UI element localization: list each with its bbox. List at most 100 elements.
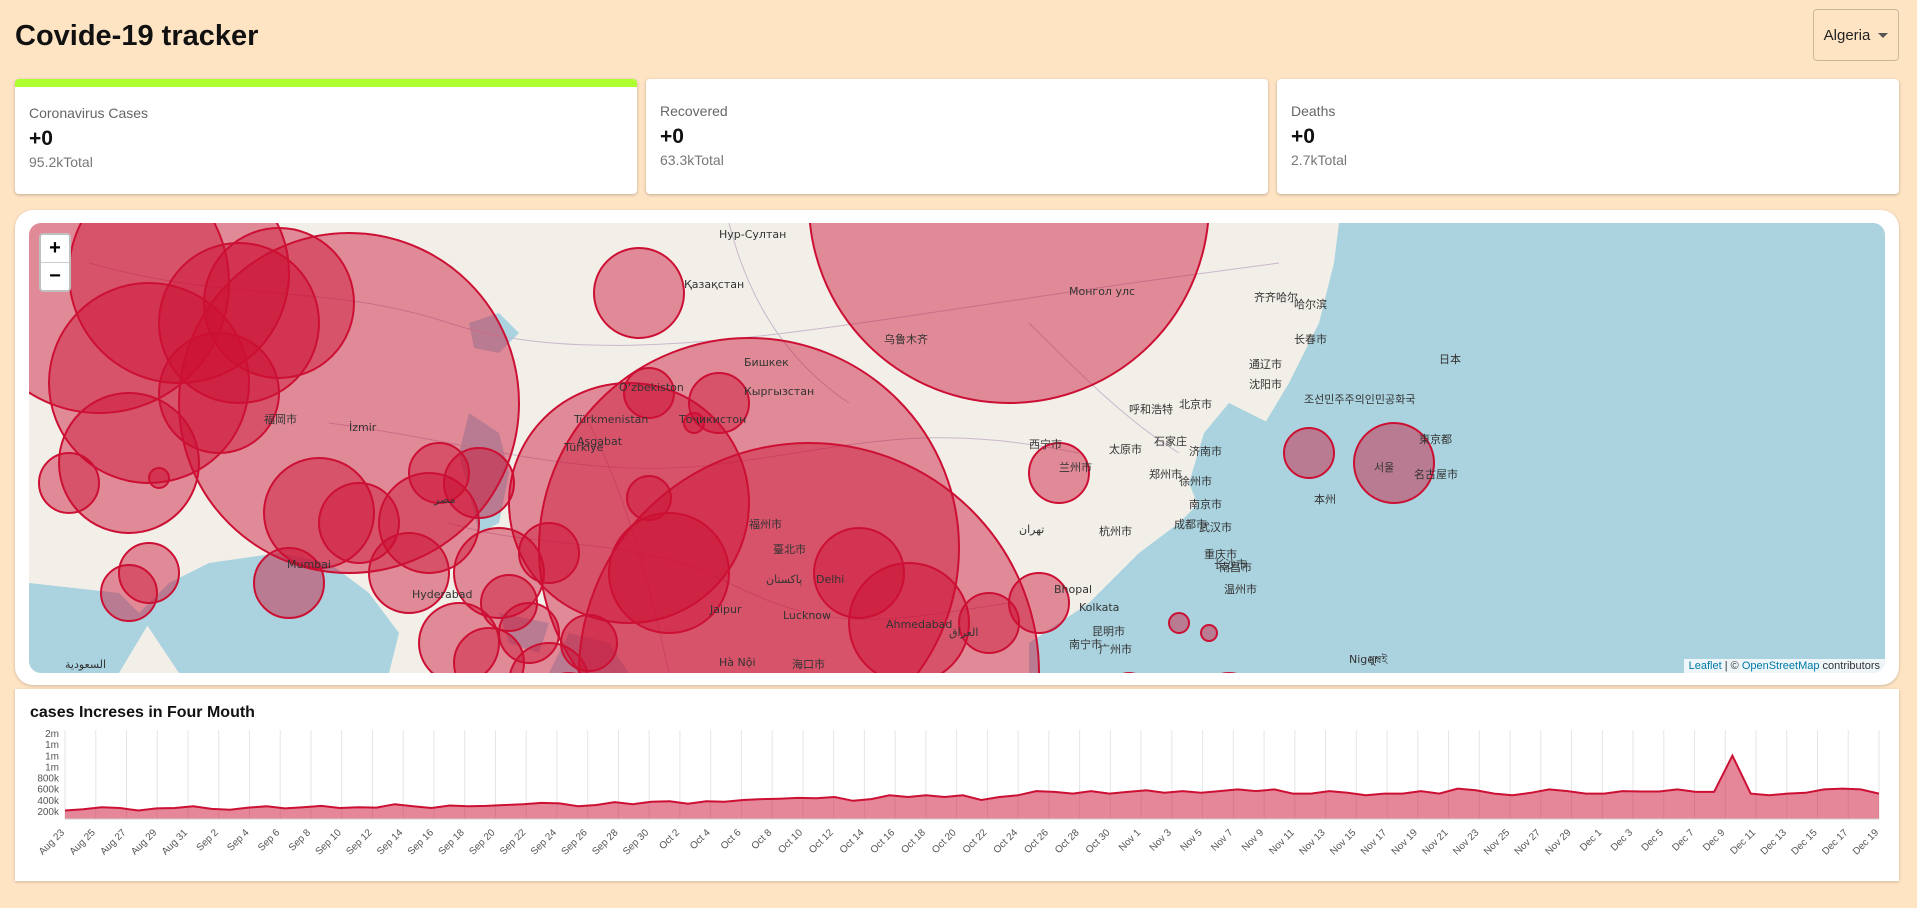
map-label: 郑州市 — [1149, 467, 1182, 481]
map-label: 武汉市 — [1199, 520, 1232, 534]
attribution-sep: | © — [1721, 660, 1742, 672]
water-region — [469, 313, 519, 353]
case-circle — [368, 532, 450, 614]
x-tick-label: Sep 30 — [621, 827, 651, 857]
case-circle — [48, 282, 250, 484]
case-circle — [1283, 427, 1335, 479]
case-circle — [253, 547, 325, 619]
map-label: العراق — [949, 626, 978, 639]
zoom-control: + − — [39, 233, 71, 292]
case-circle — [418, 602, 500, 673]
case-circle — [318, 482, 400, 564]
chevron-down-icon — [1878, 32, 1889, 38]
map-label: Кыргызстан — [744, 385, 814, 398]
water-region — [459, 413, 509, 533]
x-tick-label: Nov 27 — [1513, 827, 1543, 857]
water-region — [1029, 223, 1885, 673]
x-tick-label: Oct 8 — [750, 827, 775, 852]
x-tick-label: Sep 10 — [314, 827, 344, 857]
card-deaths[interactable]: Deaths +0 2.7kTotal — [1277, 79, 1899, 194]
country-select[interactable]: Algeria — [1813, 9, 1899, 61]
water-region — [499, 613, 549, 653]
map[interactable]: Нур-Султан Қазақстан Монгол улс Бишкек Oʻzbe… — [29, 223, 1885, 673]
map-label: 昆明市 — [1092, 624, 1125, 638]
case-circle — [688, 372, 750, 434]
x-tick-label: Sep 8 — [287, 827, 314, 854]
case-circle — [378, 472, 480, 574]
x-tick-label: Oct 6 — [719, 827, 744, 852]
x-tick-label: Oct 28 — [1053, 827, 1082, 856]
x-tick-label: Oct 2 — [657, 827, 682, 852]
page-title: Covide-19 tracker — [15, 20, 259, 52]
x-tick-label: Oct 22 — [961, 827, 990, 856]
x-tick-label: Dec 7 — [1670, 827, 1697, 854]
x-tick-label: Sep 4 — [225, 827, 252, 854]
x-tick-label: Oct 26 — [1022, 827, 1051, 856]
x-tick-label: Dec 13 — [1759, 827, 1789, 857]
case-circle — [560, 614, 618, 672]
case-circle — [498, 602, 560, 664]
case-circle — [578, 442, 1040, 673]
map-label: 重庆市 — [1204, 547, 1237, 561]
x-tick-label: Sep 26 — [560, 827, 590, 857]
case-circle — [263, 457, 375, 569]
card-value: +0 — [660, 125, 684, 148]
x-tick-label: Sep 28 — [590, 827, 620, 857]
x-tick-label: Dec 15 — [1789, 827, 1819, 857]
map-label: 南京市 — [1189, 497, 1222, 511]
chart-title: cases Increses in Four Mouth — [30, 704, 255, 721]
water-region — [1189, 403, 1279, 533]
x-tick-label: Sep 6 — [256, 827, 283, 854]
x-tick-label: Nov 23 — [1451, 827, 1481, 857]
map-label: Бишкек — [744, 356, 789, 369]
case-circle — [1353, 422, 1435, 504]
y-tick-label: 1m — [45, 740, 59, 751]
water-region — [289, 603, 379, 673]
map-label: Oʻzbekiston — [619, 381, 684, 394]
map-label: السعودية — [65, 658, 106, 671]
card-recovered[interactable]: Recovered +0 63.3kTotal — [646, 79, 1268, 194]
x-tick-label: Aug 31 — [160, 827, 190, 857]
map-label: Mumbai — [287, 558, 331, 571]
case-circle — [453, 527, 545, 619]
x-tick-label: Nov 3 — [1148, 827, 1175, 854]
case-circle — [593, 247, 685, 339]
y-tick-label: 1m — [45, 751, 59, 762]
x-tick-label: Aug 29 — [129, 827, 159, 857]
case-circle — [158, 332, 280, 454]
zoom-out-button[interactable]: − — [41, 262, 69, 290]
x-tick-label: Sep 18 — [437, 827, 467, 857]
x-tick-label: Nov 25 — [1482, 827, 1512, 857]
case-circle — [623, 367, 675, 419]
case-circle — [203, 227, 355, 379]
y-tick-label: 400k — [37, 796, 60, 807]
case-circle — [100, 564, 158, 622]
osm-link[interactable]: OpenStreetMap — [1741, 660, 1820, 672]
leaflet-link[interactable]: Leaflet — [1688, 660, 1722, 672]
water-region — [29, 583, 149, 673]
map-label: 石家庄 — [1154, 434, 1187, 448]
x-tick-label: Nov 13 — [1298, 827, 1328, 857]
case-circle — [508, 382, 750, 624]
x-tick-label: Oct 12 — [807, 827, 836, 856]
map-label: Ahmedabad — [886, 618, 952, 631]
map-label: Türkmenistan — [573, 413, 648, 426]
map-label: 长春市 — [1294, 332, 1327, 346]
card-cases[interactable]: Coronavirus Cases +0 95.2kTotal — [15, 79, 637, 194]
map-canvas[interactable]: Нур-Султан Қазақстан Монгол улс Бишкек Oʻzbe… — [29, 223, 1885, 673]
card-label: Recovered — [660, 103, 728, 119]
case-circle — [509, 642, 589, 673]
map-label: Lucknow — [783, 609, 831, 622]
y-tick-label: 1m — [45, 762, 59, 773]
zoom-in-button[interactable]: + — [49, 237, 61, 259]
x-tick-label: Aug 23 — [37, 827, 67, 857]
map-label: 徐州市 — [1179, 474, 1212, 488]
map-label: 成都市 — [1174, 517, 1207, 531]
country-border — [328, 422, 1080, 469]
map-label: 福岡市 — [264, 412, 297, 426]
y-tick-label: 2m — [45, 729, 59, 740]
map-label: 東京都 — [1419, 432, 1452, 446]
map-label: Монгол улс — [1069, 285, 1135, 298]
map-label: 福州市 — [749, 517, 782, 531]
